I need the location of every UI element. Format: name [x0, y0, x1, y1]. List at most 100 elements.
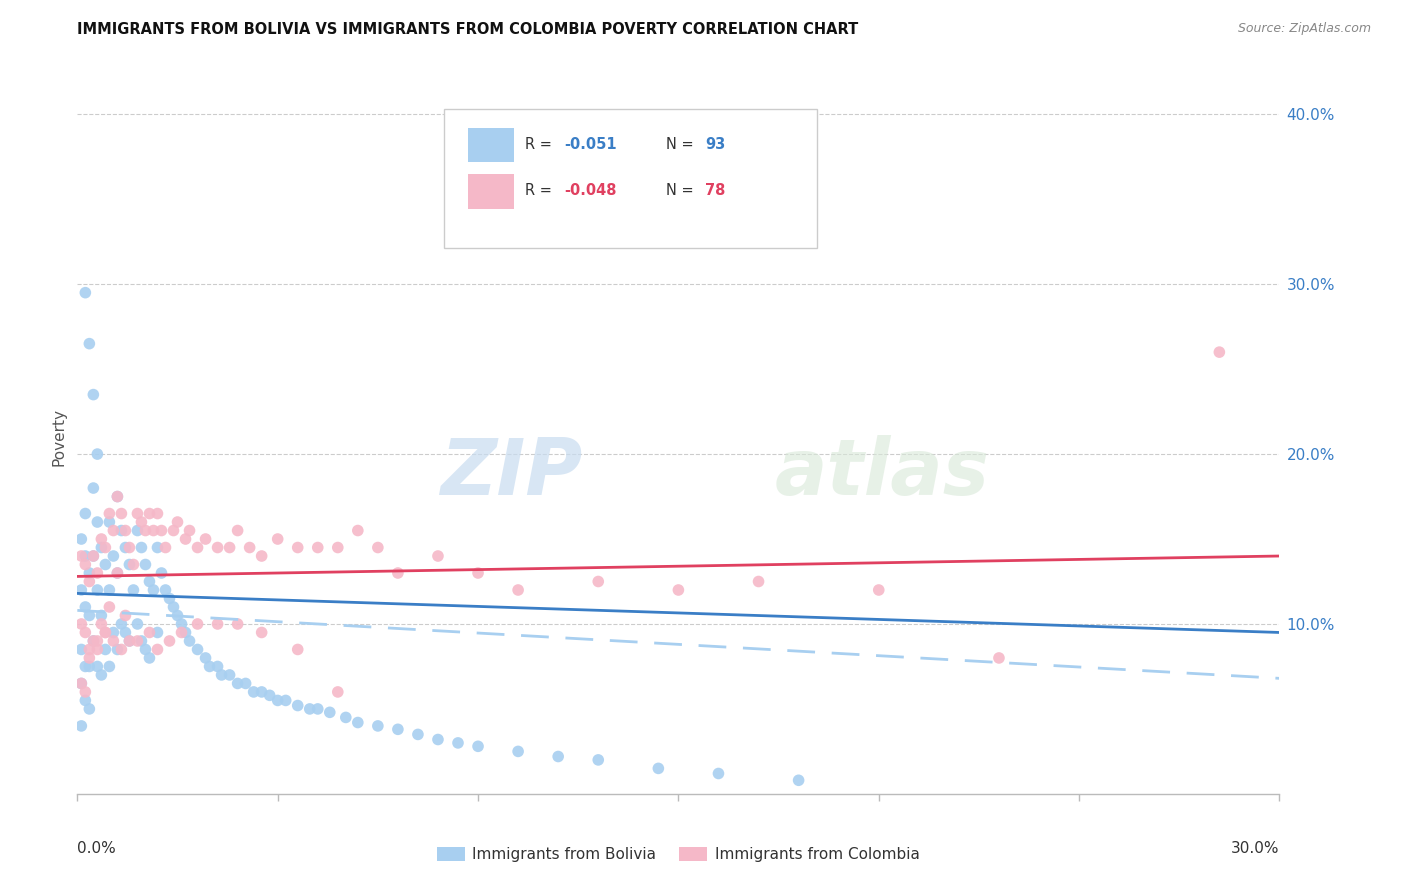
Point: [226, 524, 249, 538]
Point: [287, 642, 309, 657]
Point: [467, 566, 489, 580]
Point: [122, 558, 145, 572]
Point: [194, 651, 217, 665]
Point: [335, 710, 357, 724]
Text: 0.0%: 0.0%: [77, 841, 117, 856]
Point: [103, 625, 125, 640]
Point: [94, 642, 117, 657]
Point: [70, 617, 93, 632]
Point: [242, 685, 264, 699]
Point: [170, 617, 193, 632]
Point: [155, 582, 177, 597]
Point: [207, 541, 229, 555]
Point: [187, 617, 209, 632]
Point: [94, 625, 117, 640]
Point: [326, 541, 349, 555]
Point: [166, 608, 188, 623]
Point: [179, 524, 201, 538]
Point: [787, 773, 810, 788]
Point: [347, 524, 370, 538]
Point: [159, 591, 181, 606]
Point: [94, 541, 117, 555]
Point: [447, 736, 470, 750]
Point: [326, 685, 349, 699]
Point: [79, 574, 101, 589]
Point: [142, 582, 165, 597]
Point: [211, 668, 233, 682]
Point: [347, 715, 370, 730]
Text: atlas: atlas: [775, 434, 990, 511]
Point: [647, 761, 669, 775]
Point: [748, 574, 770, 589]
Point: [98, 515, 121, 529]
Point: [107, 490, 129, 504]
Text: R =: R =: [524, 184, 555, 198]
Point: [367, 719, 389, 733]
Point: [298, 702, 321, 716]
Point: [107, 566, 129, 580]
Point: [207, 659, 229, 673]
Point: [75, 507, 97, 521]
Point: [427, 732, 450, 747]
Point: [103, 634, 125, 648]
Point: [75, 685, 97, 699]
Point: [82, 549, 104, 563]
Point: [90, 532, 112, 546]
Text: -0.048: -0.048: [564, 184, 617, 198]
Point: [179, 634, 201, 648]
Point: [588, 753, 610, 767]
Point: [166, 515, 188, 529]
Point: [94, 558, 117, 572]
Point: [668, 582, 690, 597]
Point: [86, 659, 108, 673]
Point: [155, 541, 177, 555]
Point: [86, 582, 108, 597]
Point: [406, 727, 429, 741]
Point: [70, 532, 93, 546]
Point: [127, 634, 149, 648]
Point: [170, 625, 193, 640]
Point: [86, 642, 108, 657]
Point: [75, 599, 97, 614]
Point: [1208, 345, 1230, 359]
Point: [90, 668, 112, 682]
Point: [70, 582, 93, 597]
Point: [235, 676, 257, 690]
Point: [387, 566, 409, 580]
Point: [250, 549, 273, 563]
FancyBboxPatch shape: [468, 175, 513, 209]
Point: [98, 599, 121, 614]
FancyBboxPatch shape: [468, 128, 513, 162]
Point: [70, 676, 93, 690]
Point: [307, 702, 329, 716]
Point: [82, 634, 104, 648]
Point: [110, 507, 132, 521]
Point: [159, 634, 181, 648]
Point: [274, 693, 297, 707]
Point: [226, 617, 249, 632]
Point: [122, 582, 145, 597]
Point: [174, 625, 197, 640]
Point: [103, 549, 125, 563]
Point: [86, 447, 108, 461]
Point: [131, 541, 153, 555]
Point: [138, 507, 160, 521]
Point: [138, 574, 160, 589]
Text: ZIP: ZIP: [440, 434, 582, 511]
Point: [90, 617, 112, 632]
Point: [118, 634, 141, 648]
Point: [110, 617, 132, 632]
Point: [86, 515, 108, 529]
Point: [70, 642, 93, 657]
Point: [107, 566, 129, 580]
Point: [146, 625, 169, 640]
Text: R =: R =: [524, 137, 555, 152]
Point: [250, 625, 273, 640]
Text: 30.0%: 30.0%: [1232, 841, 1279, 856]
Point: [259, 689, 281, 703]
Point: [146, 642, 169, 657]
Text: Source: ZipAtlas.com: Source: ZipAtlas.com: [1237, 22, 1371, 36]
Point: [107, 490, 129, 504]
Point: [82, 387, 104, 401]
Point: [114, 625, 136, 640]
